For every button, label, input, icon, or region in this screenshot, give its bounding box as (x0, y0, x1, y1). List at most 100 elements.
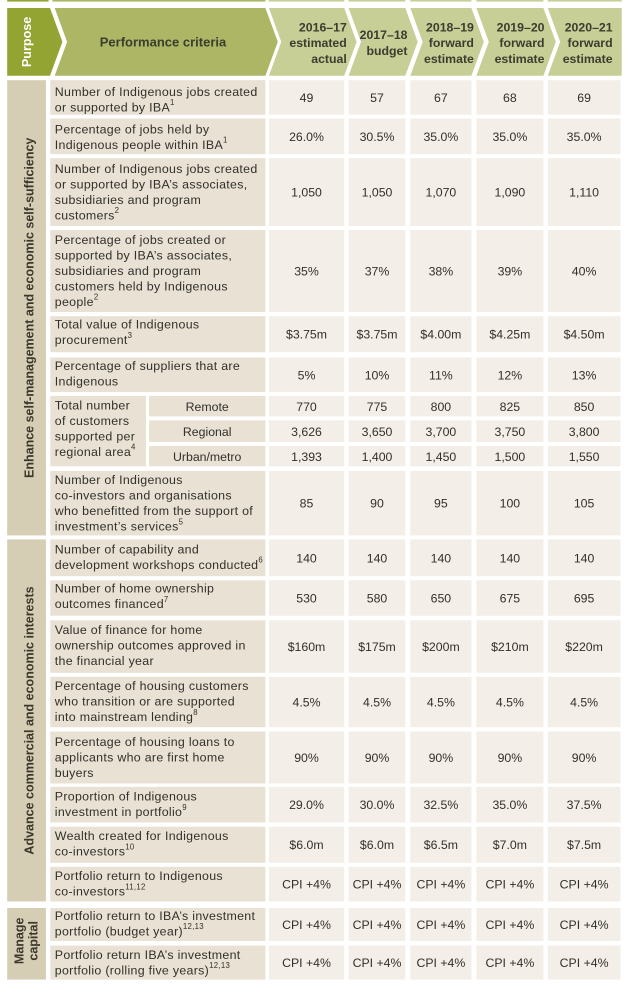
svg-text:2018–19: 2018–19 (426, 20, 474, 34)
svg-text:$210m: $210m (491, 640, 529, 654)
svg-text:12%: 12% (498, 368, 523, 382)
svg-text:95: 95 (434, 497, 448, 511)
svg-text:1,500: 1,500 (495, 450, 526, 464)
svg-text:35%: 35% (294, 265, 319, 279)
svg-text:CPI +4%: CPI +4% (353, 878, 402, 892)
svg-text:5%: 5% (298, 368, 316, 382)
svg-text:90%: 90% (498, 751, 523, 765)
svg-text:budget: budget (367, 44, 408, 58)
svg-text:Enhance self-management and ec: Enhance self-management and economic sel… (23, 138, 37, 478)
svg-text:Regional: Regional (183, 425, 232, 439)
svg-text:Value of finance for home: Value of finance for home (55, 623, 203, 637)
svg-text:Purpose: Purpose (20, 17, 34, 67)
svg-text:68: 68 (503, 91, 517, 105)
svg-text:portfolio (budget year)12,13: portfolio (budget year)12,13 (55, 922, 204, 938)
svg-text:1,110: 1,110 (569, 186, 599, 200)
svg-text:customers2: customers2 (55, 206, 120, 222)
svg-text:portfolio (rolling five years): portfolio (rolling five years)12,13 (55, 961, 230, 977)
svg-text:who benefitted from the suppor: who benefitted from the support of (54, 504, 253, 518)
svg-text:CPI +4%: CPI +4% (353, 956, 402, 970)
svg-text:580: 580 (367, 592, 388, 606)
svg-text:Proportion of Indigenous: Proportion of Indigenous (55, 790, 197, 804)
svg-text:2016–17: 2016–17 (299, 20, 347, 34)
svg-text:Wealth created for Indigenous: Wealth created for Indigenous (55, 829, 229, 843)
svg-text:Portfolio return to Indigenous: Portfolio return to Indigenous (55, 869, 223, 883)
svg-text:co-investors11,12: co-investors11,12 (55, 882, 146, 898)
svg-text:69: 69 (577, 91, 591, 105)
svg-text:1,550: 1,550 (569, 450, 600, 464)
svg-text:co-investors and organisations: co-investors and organisations (55, 489, 232, 503)
svg-text:695: 695 (574, 592, 595, 606)
svg-text:CPI +4%: CPI +4% (282, 878, 331, 892)
svg-text:1,400: 1,400 (362, 450, 393, 464)
svg-text:$3.75m: $3.75m (356, 328, 397, 342)
svg-text:4.5%: 4.5% (427, 696, 455, 710)
svg-text:estimate: estimate (424, 52, 474, 66)
svg-text:outcomes financed7: outcomes financed7 (55, 595, 169, 611)
svg-text:$3.75m: $3.75m (286, 328, 327, 342)
svg-text:actual: actual (311, 52, 347, 66)
svg-text:35.0%: 35.0% (492, 798, 527, 812)
svg-text:CPI +4%: CPI +4% (485, 956, 534, 970)
svg-text:into mainstream lending8: into mainstream lending8 (55, 708, 198, 724)
svg-text:or supported by IBA1: or supported by IBA1 (55, 98, 175, 114)
svg-text:11%: 11% (429, 368, 453, 382)
svg-text:35.0%: 35.0% (492, 130, 527, 144)
svg-text:applicants who are first home: applicants who are first home (55, 751, 225, 765)
svg-text:1,070: 1,070 (426, 186, 457, 200)
svg-text:1,450: 1,450 (426, 450, 457, 464)
svg-text:$4.00m: $4.00m (420, 328, 461, 342)
svg-text:Percentage of jobs created or: Percentage of jobs created or (55, 233, 226, 247)
svg-text:Indigenous people within IBA1: Indigenous people within IBA1 (55, 136, 228, 152)
svg-text:2019–20: 2019–20 (497, 20, 545, 34)
svg-text:forward: forward (429, 36, 474, 50)
svg-text:Percentage of suppliers that a: Percentage of suppliers that are (55, 359, 240, 373)
svg-text:4.5%: 4.5% (496, 696, 524, 710)
svg-text:CPI +4%: CPI +4% (353, 918, 402, 932)
svg-text:Portfolio return IBA’s investm: Portfolio return IBA’s investment (55, 948, 241, 962)
svg-text:investment’s services5: investment’s services5 (55, 517, 184, 533)
svg-text:$4.25m: $4.25m (489, 328, 530, 342)
svg-text:$4.50m: $4.50m (564, 328, 605, 342)
svg-text:90%: 90% (365, 751, 390, 765)
svg-text:Percentage of housing loans to: Percentage of housing loans to (55, 735, 235, 749)
svg-text:supported per: supported per (55, 429, 135, 443)
svg-text:CPI +4%: CPI +4% (560, 918, 609, 932)
svg-text:CPI +4%: CPI +4% (485, 878, 534, 892)
svg-text:39%: 39% (498, 265, 523, 279)
svg-text:Number of Indigenous jobs crea: Number of Indigenous jobs created (55, 85, 258, 99)
svg-text:Total number: Total number (55, 398, 130, 412)
svg-text:$6.0m: $6.0m (360, 838, 394, 852)
svg-text:CPI +4%: CPI +4% (282, 956, 331, 970)
svg-text:CPI +4%: CPI +4% (416, 878, 465, 892)
svg-text:90%: 90% (429, 751, 454, 765)
svg-text:10%: 10% (365, 368, 390, 382)
svg-text:who transition or are supporte: who transition or are supported (54, 695, 235, 709)
svg-text:4.5%: 4.5% (363, 696, 391, 710)
svg-text:$160m: $160m (288, 640, 326, 654)
svg-text:Indigenous: Indigenous (55, 375, 119, 389)
svg-text:4.5%: 4.5% (570, 696, 598, 710)
svg-text:estimate: estimate (495, 52, 545, 66)
svg-text:procurement3: procurement3 (55, 331, 133, 347)
svg-text:CPI +4%: CPI +4% (416, 956, 465, 970)
svg-text:$7.5m: $7.5m (567, 838, 601, 852)
svg-text:770: 770 (296, 400, 317, 414)
svg-text:32.5%: 32.5% (423, 798, 458, 812)
svg-text:investment in portfolio9: investment in portfolio9 (55, 803, 187, 819)
svg-text:90%: 90% (294, 751, 319, 765)
svg-text:CPI +4%: CPI +4% (485, 918, 534, 932)
svg-text:of customers: of customers (55, 414, 130, 428)
svg-text:140: 140 (500, 551, 521, 565)
svg-text:775: 775 (367, 400, 388, 414)
svg-text:2017–18: 2017–18 (360, 28, 408, 42)
svg-text:49: 49 (300, 91, 314, 105)
svg-text:Percentage of housing customer: Percentage of housing customers (55, 679, 249, 693)
svg-text:57: 57 (370, 91, 384, 105)
svg-text:capital: capital (27, 921, 41, 961)
svg-text:Total value of Indigenous: Total value of Indigenous (55, 318, 200, 332)
svg-text:3,750: 3,750 (495, 425, 526, 439)
svg-text:29.0%: 29.0% (289, 798, 324, 812)
svg-text:Number of home ownership: Number of home ownership (55, 582, 214, 596)
svg-text:35.0%: 35.0% (567, 130, 602, 144)
